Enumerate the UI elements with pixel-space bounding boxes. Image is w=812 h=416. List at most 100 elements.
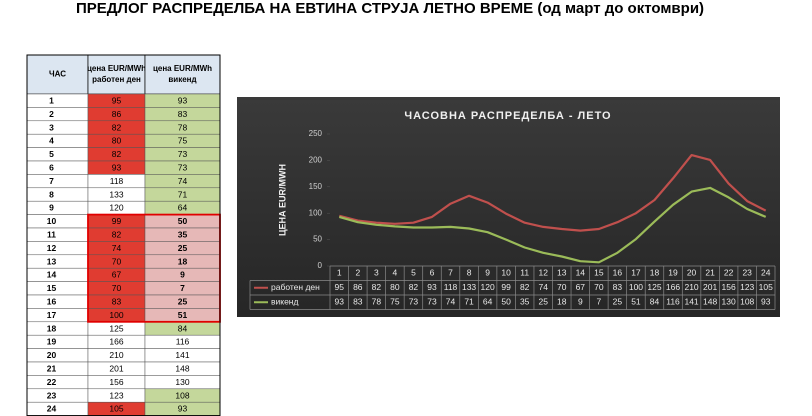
x-tick-label: 21 [705,268,715,278]
price-cell: 7 [180,283,185,293]
x-tick-label: 17 [631,268,641,278]
table-cell [26,308,89,323]
data-table-value: 78 [372,297,382,307]
price-cell: 118 [110,176,124,186]
hour-cell: 23 [47,390,57,400]
data-table-value: 93 [761,297,771,307]
chart-title: ЧАСОВНА РАСПРЕДЕЛБА - ЛЕТО [404,110,611,122]
hour-cell: 1 [49,95,54,105]
y-tick-label: 250 [309,129,323,138]
price-cell: 116 [176,337,190,347]
price-cell: 83 [178,109,188,119]
x-tick-label: 23 [742,268,752,278]
data-table-value: 70 [557,282,567,292]
data-table-value: 86 [353,282,363,292]
data-table-value: 9 [578,297,583,307]
price-cell: 25 [178,243,188,253]
y-tick-label: 150 [309,182,323,191]
data-table-value: 93 [427,282,437,292]
price-cell: 64 [178,203,188,213]
data-table-value: 83 [353,297,363,307]
x-tick-label: 16 [613,268,623,278]
table-cell [26,361,89,376]
table-cell [26,227,89,242]
page-title: ПРЕДЛОГ РАСПРЕДЕЛБА НА ЕВТИНА СТРУЈА ЛЕТ… [76,0,704,17]
table-cell [26,107,89,122]
x-tick-label: 7 [448,268,453,278]
table-cell [26,160,89,175]
hour-cell: 15 [47,283,57,293]
x-tick-label: 15 [594,268,604,278]
table-cell [26,321,89,336]
hour-cell: 16 [47,296,57,306]
data-table-value: 95 [335,282,345,292]
price-cell: 133 [109,189,123,199]
price-cell: 82 [112,229,122,239]
x-tick-label: 10 [501,268,511,278]
header-text: работен ден [92,75,141,84]
data-table-value: 156 [722,282,736,292]
table-cell [26,214,89,229]
price-cell: 125 [109,323,123,333]
data-table-value: 100 [629,282,643,292]
data-table-value: 64 [483,297,493,307]
x-tick-label: 20 [687,268,697,278]
data-table-value: 75 [390,297,400,307]
table-cell [26,174,89,189]
hour-cell: 7 [49,176,54,186]
table-cell [26,93,89,108]
header-cell [26,54,89,95]
table-cell [26,120,89,135]
data-table-value: 133 [462,282,476,292]
price-cell: 210 [109,350,123,360]
data-table-value: 74 [538,282,548,292]
price-cell: 93 [178,404,188,414]
price-cell: 141 [175,350,189,360]
x-tick-label: 9 [485,268,490,278]
table-cell [26,334,89,349]
price-cell: 84 [178,323,188,333]
hour-cell: 22 [47,377,57,387]
data-table-value: 118 [444,282,458,292]
price-cell: 74 [112,243,122,253]
price-cell: 120 [109,203,123,213]
hour-cell: 8 [49,189,54,199]
data-table-value: 83 [613,282,623,292]
price-cell: 166 [109,337,123,347]
data-table-value: 73 [409,297,419,307]
data-table-value: 125 [647,282,661,292]
price-cell: 25 [178,296,188,306]
table-cell [26,147,89,162]
x-tick-label: 24 [761,268,771,278]
x-tick-label: 1 [337,268,342,278]
price-cell: 148 [175,363,189,373]
y-tick-label: 0 [318,261,323,270]
table-cell [26,254,89,269]
price-cell: 71 [178,189,188,199]
x-tick-label: 2 [355,268,360,278]
hour-cell: 20 [47,350,57,360]
price-cell: 130 [175,377,189,387]
hour-cell: 13 [47,256,57,266]
data-table-value: 166 [666,282,680,292]
hour-cell: 19 [47,337,57,347]
price-cell: 93 [112,162,122,172]
table-cell [26,241,89,256]
data-table-value: 51 [631,297,641,307]
price-cell: 156 [109,377,123,387]
data-table-value: 82 [372,282,382,292]
price-cell: 105 [109,404,123,414]
data-table-value: 148 [703,297,717,307]
table-cell [26,388,89,403]
data-table-value: 18 [557,297,567,307]
price-cell: 50 [178,216,188,226]
hour-cell: 18 [47,323,57,333]
data-table-value: 67 [576,282,586,292]
data-table-value: 82 [409,282,419,292]
x-tick-label: 4 [393,268,398,278]
price-cell: 35 [178,229,188,239]
data-table-value: 210 [684,282,698,292]
table-cell [26,294,89,309]
x-tick-label: 3 [374,268,379,278]
series-line [339,154,767,232]
